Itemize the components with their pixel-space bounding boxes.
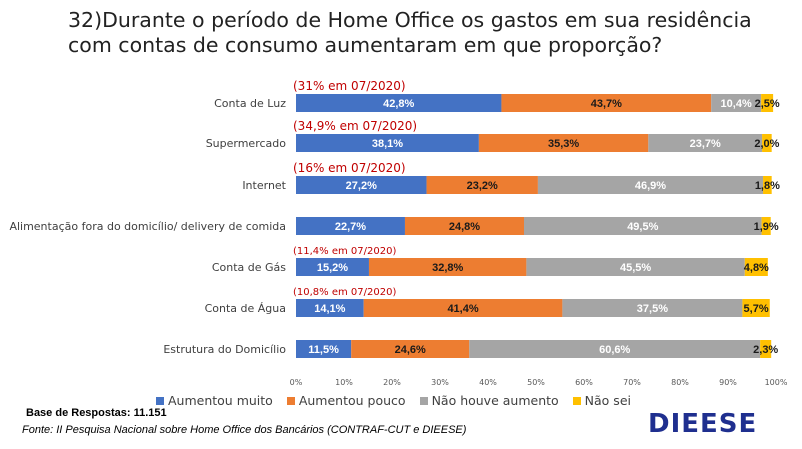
category-label: Alimentação fora do domicílio/ delivery … — [9, 220, 286, 233]
data-label: 41,4% — [447, 303, 478, 315]
data-label: 49,5% — [627, 221, 658, 233]
data-label: 10,4% — [721, 98, 752, 110]
x-tick-label: 0% — [290, 378, 303, 387]
bar-segment — [763, 176, 772, 194]
x-tick-label: 90% — [719, 378, 737, 387]
chart-title: 32)Durante o período de Home Office os g… — [68, 8, 752, 57]
category-label: Internet — [242, 179, 286, 192]
bar-segment — [761, 217, 771, 235]
data-label: 2,0% — [754, 138, 779, 150]
bar-segment — [404, 217, 524, 235]
bar-segment — [296, 94, 502, 112]
bar-segment — [363, 299, 563, 317]
bar-segment — [562, 299, 743, 317]
previous-survey-note: (31% em 07/2020) — [293, 79, 406, 93]
bar-segment — [469, 340, 761, 358]
data-label: 27,2% — [346, 180, 377, 192]
bar-segment — [501, 94, 712, 112]
data-label: 2,5% — [755, 98, 780, 110]
legend-swatch — [419, 396, 428, 405]
chart-legend: Aumentou muito Aumentou pouco Não houve au… — [156, 393, 631, 408]
source-note: Fonte: II Pesquisa Nacional sobre Home O… — [22, 424, 467, 436]
bar-segment — [296, 299, 364, 317]
legend-label: Não houve aumento — [431, 393, 559, 408]
legend-item: Não sei — [572, 393, 631, 408]
data-label: 42,8% — [383, 98, 414, 110]
data-label: 23,2% — [467, 180, 498, 192]
data-label: 60,6% — [599, 344, 630, 356]
x-tick-label: 10% — [335, 378, 353, 387]
legend-swatch — [572, 396, 581, 405]
category-label: Supermercado — [206, 137, 287, 150]
data-label: 1,8% — [755, 180, 780, 192]
base-responses: Base de Respostas: 11.151 — [26, 407, 167, 419]
data-label: 45,5% — [620, 262, 651, 274]
data-label: 38,1% — [372, 138, 403, 150]
legend-label: Aumentou pouco — [298, 393, 406, 408]
bar-segment — [526, 258, 745, 276]
previous-survey-note: (11,4% em 07/2020) — [293, 246, 396, 257]
bar-segment — [711, 94, 762, 112]
legend-item: Aumentou pouco — [286, 393, 406, 408]
bar-segment — [296, 258, 369, 276]
data-label: 14,1% — [314, 303, 345, 315]
x-tick-label: 20% — [383, 378, 401, 387]
x-tick-label: 70% — [623, 378, 641, 387]
bar-segment — [761, 94, 774, 112]
legend-swatch — [286, 396, 295, 405]
bar-segment — [296, 217, 405, 235]
x-tick-label: 80% — [671, 378, 689, 387]
data-label: 5,7% — [744, 303, 769, 315]
data-label: 23,7% — [690, 138, 721, 150]
x-tick-label: 30% — [431, 378, 449, 387]
previous-survey-note: (10,8% em 07/2020) — [293, 287, 396, 298]
legend-label: Não sei — [584, 393, 631, 408]
dieese-logo: DIEESE — [648, 409, 758, 439]
legend-label: Aumentou muito — [168, 393, 273, 408]
bar-segment — [760, 340, 772, 358]
previous-survey-note: (16% em 07/2020) — [293, 161, 406, 175]
bar-segment — [296, 176, 427, 194]
data-label: 32,8% — [432, 262, 463, 274]
bar-segment — [368, 258, 527, 276]
x-tick-label: 100% — [765, 378, 788, 387]
category-label: Conta de Luz — [214, 97, 286, 110]
x-tick-label: 50% — [527, 378, 545, 387]
category-label: Conta de Água — [205, 302, 286, 315]
category-label: Conta de Gás — [212, 261, 286, 274]
x-tick-label: 60% — [575, 378, 593, 387]
data-label: 22,7% — [335, 221, 366, 233]
data-label: 43,7% — [591, 98, 622, 110]
legend-item: Não houve aumento — [419, 393, 559, 408]
bar-segment — [537, 176, 764, 194]
bar-segment — [762, 134, 772, 152]
data-label: 24,8% — [449, 221, 480, 233]
bar-segment — [426, 176, 538, 194]
bar-segment — [296, 134, 479, 152]
data-label: 4,8% — [744, 262, 769, 274]
bar-segment — [524, 217, 762, 235]
data-label: 37,5% — [637, 303, 668, 315]
data-label: 11,5% — [308, 344, 339, 356]
bar-segment — [478, 134, 649, 152]
legend-item: Aumentou muito — [156, 393, 273, 408]
data-label: 2,3% — [753, 344, 778, 356]
data-label: 15,2% — [317, 262, 348, 274]
bar-segment — [351, 340, 470, 358]
bar-segment — [744, 258, 768, 276]
bar-segment — [742, 299, 770, 317]
data-label: 1,9% — [754, 221, 779, 233]
x-tick-label: 40% — [479, 378, 497, 387]
previous-survey-note: (34,9% em 07/2020) — [293, 119, 417, 133]
bar-segment — [648, 134, 763, 152]
data-label: 35,3% — [548, 138, 579, 150]
legend-swatch — [156, 396, 164, 405]
data-label: 24,6% — [395, 344, 426, 356]
bar-segment — [296, 340, 352, 358]
data-label: 46,9% — [635, 180, 666, 192]
category-label: Estrutura do Domicílio — [163, 343, 286, 356]
